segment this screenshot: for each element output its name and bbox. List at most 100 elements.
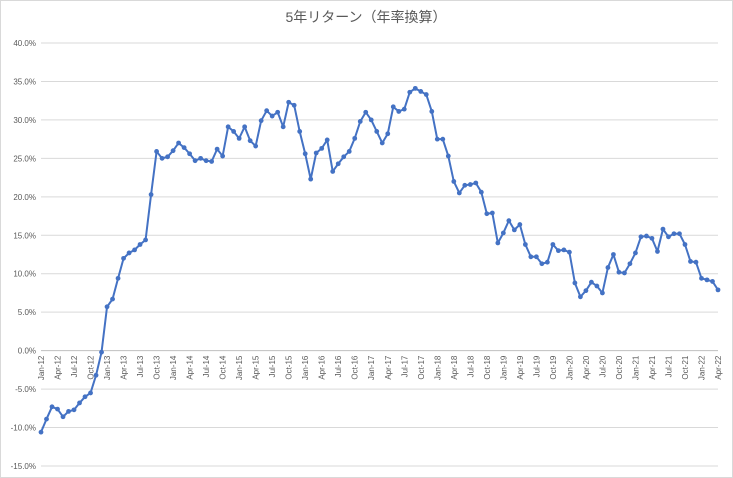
x-tick-label: Oct-12 bbox=[87, 355, 96, 380]
data-point bbox=[550, 242, 556, 247]
data-point bbox=[170, 148, 176, 154]
data-point bbox=[390, 104, 396, 110]
data-point bbox=[699, 275, 704, 281]
data-point bbox=[335, 161, 341, 167]
x-tick-label: Jul-14 bbox=[202, 355, 211, 377]
data-point bbox=[220, 153, 226, 159]
data-point bbox=[275, 109, 281, 115]
data-point bbox=[396, 109, 402, 114]
data-point bbox=[82, 394, 88, 400]
data-point bbox=[115, 275, 121, 281]
data-point bbox=[467, 182, 473, 187]
x-tick-label: Jul-18 bbox=[466, 355, 475, 377]
data-point bbox=[666, 234, 671, 240]
x-tick-label: Oct-14 bbox=[219, 355, 228, 380]
y-tick-label: 40.0% bbox=[13, 39, 36, 48]
data-point bbox=[572, 280, 578, 286]
data-point bbox=[456, 190, 462, 196]
data-point bbox=[407, 89, 413, 95]
data-point bbox=[374, 129, 380, 134]
data-point bbox=[341, 154, 347, 160]
data-point bbox=[49, 404, 55, 410]
data-point bbox=[71, 407, 77, 413]
data-point bbox=[357, 119, 363, 124]
x-tick-label: Jul-21 bbox=[664, 355, 673, 377]
data-point bbox=[60, 414, 66, 420]
y-axis-ticks: 40.0% 35.0% 30.0% 25.0% 20.0% 15.0% 10.0% 5.0% 0… bbox=[11, 39, 36, 471]
data-point bbox=[561, 247, 567, 253]
data-point bbox=[495, 240, 501, 246]
data-point bbox=[38, 429, 44, 435]
data-point bbox=[88, 390, 93, 396]
x-tick-label: Jan-22 bbox=[697, 355, 706, 380]
data-point bbox=[423, 92, 429, 97]
data-point bbox=[93, 372, 99, 378]
data-point bbox=[159, 155, 165, 161]
x-tick-label: Oct-19 bbox=[549, 355, 558, 380]
x-tick-label: Oct-21 bbox=[681, 355, 690, 380]
x-tick-label: Apr-19 bbox=[516, 355, 525, 380]
data-point bbox=[242, 124, 248, 130]
data-point bbox=[187, 151, 193, 157]
data-point bbox=[655, 249, 660, 254]
data-point bbox=[209, 159, 215, 164]
data-point bbox=[451, 179, 457, 184]
data-point bbox=[566, 249, 572, 255]
data-point bbox=[203, 158, 209, 164]
x-tick-label: Oct-16 bbox=[351, 355, 360, 380]
data-point bbox=[677, 231, 682, 237]
data-point bbox=[280, 124, 286, 130]
x-tick-label: Oct-20 bbox=[615, 355, 624, 380]
data-point bbox=[589, 279, 594, 285]
x-tick-label: Apr-21 bbox=[648, 355, 657, 380]
x-tick-label: Jul-19 bbox=[532, 355, 541, 377]
data-point bbox=[104, 304, 110, 310]
data-point bbox=[693, 259, 699, 265]
data-point bbox=[352, 135, 358, 141]
data-point bbox=[302, 151, 308, 157]
x-axis-ticks: Jan-12 Apr-12 Jul-12 Oct-12 Jan-13 Apr-13 Jul-… bbox=[37, 355, 723, 380]
data-point bbox=[165, 154, 170, 160]
data-point bbox=[578, 294, 583, 300]
data-point bbox=[539, 261, 545, 267]
data-point bbox=[517, 222, 523, 227]
data-point bbox=[308, 176, 314, 182]
data-point bbox=[225, 124, 231, 130]
data-point bbox=[192, 158, 198, 164]
x-tick-label: Apr-16 bbox=[318, 355, 327, 380]
data-point bbox=[528, 254, 534, 260]
data-point bbox=[143, 237, 148, 243]
y-tick-label: 35.0% bbox=[13, 77, 36, 86]
x-tick-label: Apr-20 bbox=[582, 355, 591, 380]
data-point bbox=[363, 109, 369, 115]
y-tick-label: -5.0% bbox=[15, 385, 36, 394]
data-point bbox=[715, 287, 721, 293]
data-point bbox=[660, 226, 666, 232]
data-point bbox=[506, 218, 512, 224]
data-point bbox=[126, 250, 132, 256]
data-point bbox=[511, 227, 517, 233]
data-point bbox=[500, 230, 506, 236]
data-point bbox=[154, 149, 159, 154]
x-tick-label: Apr-14 bbox=[186, 355, 195, 380]
data-point bbox=[478, 189, 484, 195]
data-point bbox=[214, 146, 220, 152]
data-point bbox=[264, 108, 270, 114]
data-point bbox=[66, 408, 71, 414]
data-point bbox=[236, 135, 242, 141]
data-point bbox=[412, 85, 418, 91]
x-tick-label: Jan-14 bbox=[169, 355, 178, 380]
y-tick-label: 30.0% bbox=[13, 116, 36, 125]
data-point bbox=[291, 102, 297, 108]
data-point bbox=[704, 277, 710, 283]
data-point bbox=[434, 136, 440, 142]
data-point bbox=[445, 153, 451, 159]
data-point bbox=[401, 106, 407, 112]
data-point bbox=[633, 250, 638, 256]
data-point bbox=[627, 261, 633, 267]
x-tick-label: Jul-16 bbox=[334, 355, 343, 377]
data-point bbox=[198, 155, 204, 161]
data-point bbox=[649, 235, 655, 241]
x-tick-label: Jan-19 bbox=[499, 355, 508, 380]
data-point bbox=[489, 210, 495, 216]
